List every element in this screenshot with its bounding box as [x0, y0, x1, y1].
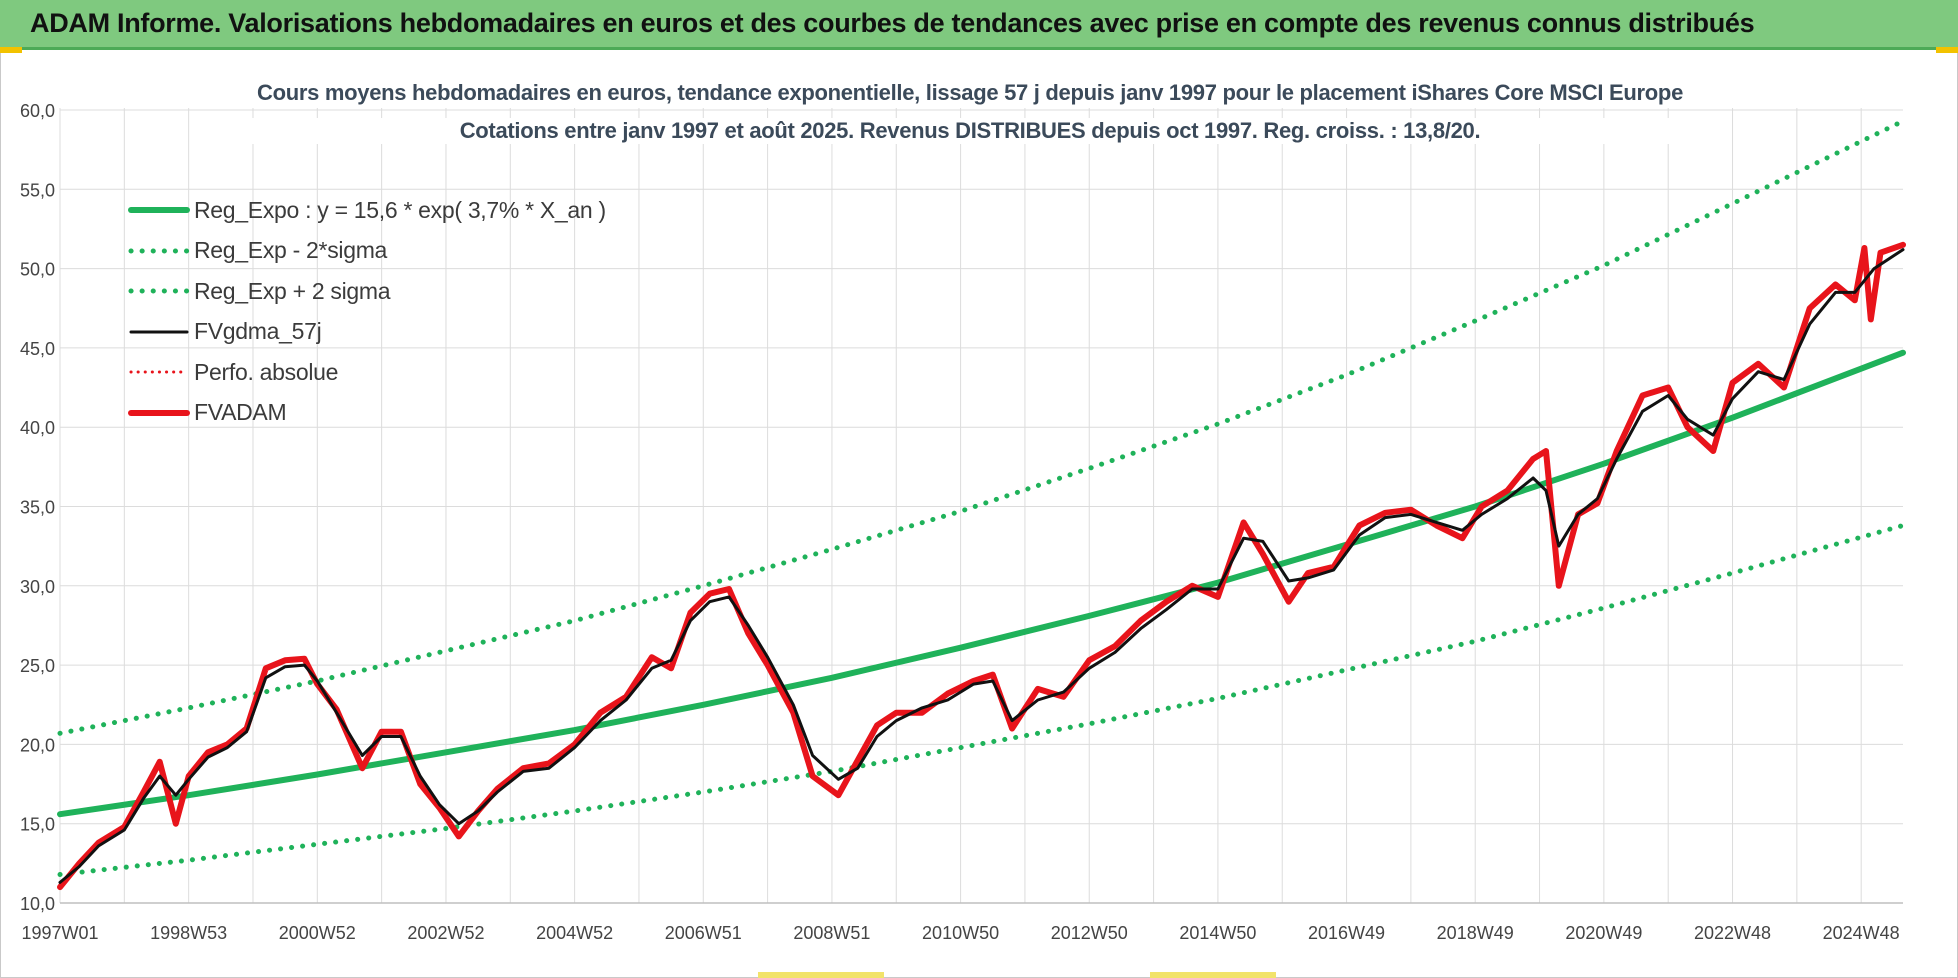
x-tick-label: 2004W52	[536, 923, 613, 943]
legend-label: Reg_Exp + 2 sigma	[194, 277, 391, 304]
x-tick-label: 2000W52	[279, 923, 356, 943]
x-tick-label: 2006W51	[665, 923, 742, 943]
legend-swatch	[129, 330, 189, 334]
x-tick-label: 2020W49	[1565, 923, 1642, 943]
y-tick-label: 10,0	[20, 894, 55, 914]
legend-item: Perfo. absolue	[128, 352, 606, 393]
legend-label: FVgdma_57j	[194, 318, 322, 345]
legend-item: Reg_Expo : y = 15,6 * exp( 3,7% * X_an )	[128, 190, 606, 231]
x-tick-label: 2018W49	[1437, 923, 1514, 943]
x-tick-label: 2022W48	[1694, 923, 1771, 943]
y-tick-label: 25,0	[20, 656, 55, 676]
y-tick-label: 40,0	[20, 418, 55, 438]
footer-accent-2	[1150, 972, 1276, 978]
legend-swatch	[128, 409, 190, 416]
header-bar: ADAM Informe. Valorisations hebdomadaire…	[0, 0, 1958, 50]
y-tick-label: 55,0	[20, 180, 55, 200]
legend-label: Reg_Exp - 2*sigma	[194, 237, 388, 264]
legend-swatch	[128, 248, 190, 254]
grid-layer	[59, 108, 1903, 904]
y-tick-label: 50,0	[20, 260, 55, 280]
legend-swatch	[129, 370, 189, 374]
corner-accent-left	[0, 47, 22, 53]
y-tick-label: 15,0	[20, 815, 55, 835]
series-line-3	[58, 248, 1905, 884]
series-line-1	[57, 523, 1906, 877]
chart-subtitle: Cotations entre janv 1997 et août 2025. …	[240, 118, 1700, 144]
x-tick-label: 2002W52	[407, 923, 484, 943]
x-tick-label: 2008W51	[793, 923, 870, 943]
legend-label: Reg_Expo : y = 15,6 * exp( 3,7% * X_an )	[194, 196, 606, 223]
y-tick-label: 20,0	[20, 735, 55, 755]
legend-label: FVADAM	[194, 399, 287, 426]
y-tick-label: 60,0	[20, 101, 55, 121]
legend-item: Reg_Exp - 2*sigma	[128, 231, 606, 272]
legend-swatch	[128, 288, 190, 294]
legend-item: FVADAM	[128, 393, 606, 434]
legend-item: Reg_Exp + 2 sigma	[128, 271, 606, 312]
footer-accent-1	[758, 972, 884, 978]
x-tick-label: 1998W53	[150, 923, 227, 943]
x-tick-label: 2010W50	[922, 923, 999, 943]
y-tick-label: 35,0	[20, 498, 55, 518]
x-tick-label: 2012W50	[1051, 923, 1128, 943]
series-layer	[57, 118, 1906, 891]
x-tick-label: 2014W50	[1179, 923, 1256, 943]
y-tick-label: 45,0	[20, 339, 55, 359]
header-title: ADAM Informe. Valorisations hebdomadaire…	[30, 8, 1755, 38]
corner-accent-right	[1936, 47, 1958, 53]
axis-layer: 10,0 15,0 20,0 25,0 30,0 35,0 40,0 45,0 50,0 55,0…	[20, 101, 1903, 943]
x-tick-label: 1997W01	[21, 923, 98, 943]
x-tick-label: 2024W48	[1823, 923, 1900, 943]
legend-item: FVgdma_57j	[128, 312, 606, 353]
chart-title: Cours moyens hebdomadaires en euros, ten…	[240, 80, 1700, 106]
legend-swatch	[128, 207, 190, 214]
legend: Reg_Expo : y = 15,6 * exp( 3,7% * X_an )…	[128, 190, 606, 433]
x-tick-label: 2016W49	[1308, 923, 1385, 943]
legend-label: Perfo. absolue	[194, 358, 339, 385]
y-tick-label: 30,0	[20, 577, 55, 597]
